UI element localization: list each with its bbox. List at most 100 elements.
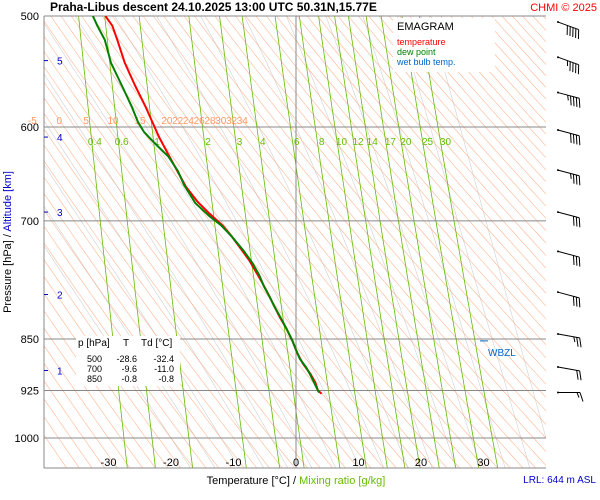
pressure-tick-label: 850 xyxy=(21,334,39,346)
dry-adiabat xyxy=(81,16,435,468)
wind-barb-staff xyxy=(557,366,580,372)
table-header-t: T xyxy=(123,338,129,349)
table-cell: -11.0 xyxy=(154,364,174,374)
mixing-ratio-label: 4 xyxy=(260,137,266,148)
dry-adiabat xyxy=(163,16,537,468)
moist-adiabat xyxy=(325,16,482,468)
wind-barb-flag xyxy=(576,337,579,347)
legend-title: EMAGRAM xyxy=(397,21,454,33)
mixing-ratio-line xyxy=(274,16,341,468)
mixing-ratio-label: 8 xyxy=(319,137,325,148)
mixing-ratio-line xyxy=(380,16,457,468)
dry-adiabat xyxy=(153,16,524,468)
x-axis-label-temp: Temperature [°C] / xyxy=(207,475,299,487)
x-tick-label: 20 xyxy=(415,457,427,469)
mixing-ratio-line xyxy=(104,16,156,468)
wind-barb-flag xyxy=(572,96,575,107)
moist-adiabat xyxy=(44,73,289,468)
y-axis-label-altitude: Altitude [km] xyxy=(2,171,14,232)
wind-barb-flag xyxy=(575,97,578,107)
wind-barb xyxy=(557,21,580,40)
mixing-ratio-label: 25 xyxy=(422,137,434,148)
dry-adiabat xyxy=(327,16,546,269)
legend-wetbulb: wet bulb temp. xyxy=(396,57,456,67)
mixing-ratio-label: 10 xyxy=(336,137,348,148)
legend-dewpoint: dew point xyxy=(397,47,436,57)
wind-barb-flag xyxy=(579,337,582,348)
wind-barb-half xyxy=(570,173,572,179)
wind-barb-flag xyxy=(575,297,578,307)
dry-adiabat xyxy=(44,310,156,468)
moist-adiabat xyxy=(114,16,361,468)
mixing-ratio-label: 17 xyxy=(385,137,397,148)
data-table-bg xyxy=(76,336,180,386)
wind-barbs xyxy=(557,21,584,402)
wind-barb-flag xyxy=(578,217,581,228)
dry-adiabat xyxy=(460,16,546,112)
wind-barb-staff xyxy=(557,291,580,299)
table-cell: -32.4 xyxy=(153,354,174,364)
wind-barb-base xyxy=(557,129,559,132)
pressure-tick-label: 1000 xyxy=(15,433,39,445)
x-tick-label: 10 xyxy=(352,457,364,469)
moist-adiabat xyxy=(44,245,191,468)
table-cell: -0.8 xyxy=(121,374,137,384)
dry-adiabat xyxy=(44,345,131,468)
wind-barb xyxy=(557,56,580,75)
dry-adiabat xyxy=(317,16,546,282)
y-axis-label-pressure: Pressure [hPa] / xyxy=(2,232,14,313)
dry-adiabat xyxy=(286,16,546,320)
dry-adiabat xyxy=(44,128,296,468)
altitude-tick-label: 2 xyxy=(57,290,63,301)
moist-adiabat xyxy=(286,16,457,468)
mixing-ratio-label: 0.6 xyxy=(115,137,129,148)
dry-adiabat xyxy=(491,16,546,77)
dry-adiabat xyxy=(44,380,106,468)
wind-barb-staff xyxy=(557,211,580,219)
dry-adiabat xyxy=(183,16,546,453)
mixing-ratio-label: 20 xyxy=(400,137,412,148)
dry-adiabat xyxy=(44,160,270,468)
y-axis-label: Pressure [hPa] / Altitude [km] xyxy=(2,171,14,313)
mixing-ratio-line xyxy=(365,16,440,468)
wind-barb-flag xyxy=(578,175,581,186)
altitude-tick-label: 1 xyxy=(57,366,63,377)
wind-barb xyxy=(557,333,582,348)
dry-adiabat xyxy=(91,16,448,468)
series-dew-point xyxy=(91,16,320,394)
dry-adiabat-label: 22 xyxy=(172,116,184,127)
wind-barb-flag xyxy=(578,257,581,267)
dry-adiabat xyxy=(44,362,118,468)
dry-adiabat xyxy=(44,176,258,468)
dry-adiabat xyxy=(50,16,397,468)
dry-adiabat xyxy=(44,276,182,468)
dry-adiabat-label: 20 xyxy=(161,116,173,127)
moist-adiabat xyxy=(44,205,216,468)
wind-barb-base xyxy=(557,391,559,394)
dry-adiabat xyxy=(44,50,359,468)
mixing-ratio-line xyxy=(347,16,421,468)
dry-adiabat xyxy=(204,16,546,425)
wind-barb-flag xyxy=(578,135,581,146)
dry-adiabat xyxy=(306,16,546,294)
wind-barb-base xyxy=(557,91,559,94)
dry-adiabat-label: 34 xyxy=(237,116,249,127)
chart-title: Praha-Libus descent 24.10.2025 13:00 UTC… xyxy=(50,0,377,14)
dry-adiabat xyxy=(337,16,546,257)
wind-barb-base xyxy=(557,169,559,172)
mixing-ratio-line xyxy=(298,16,367,468)
legend-box xyxy=(393,18,495,72)
mixing-ratio-line xyxy=(78,16,128,468)
wind-barb-staff xyxy=(557,56,579,66)
wind-barb-flag xyxy=(572,255,575,266)
dry-adiabat-label: 32 xyxy=(226,116,238,127)
mixing-ratio-label: 30 xyxy=(440,137,452,148)
dry-adiabat xyxy=(44,35,372,468)
wind-barb xyxy=(557,250,581,267)
wind-barb xyxy=(557,129,581,146)
table-cell: 500 xyxy=(87,354,102,364)
x-tick-label: -10 xyxy=(226,457,242,469)
x-axis-label: Temperature [°C] / Mixing ratio [g/kg] xyxy=(207,475,386,487)
